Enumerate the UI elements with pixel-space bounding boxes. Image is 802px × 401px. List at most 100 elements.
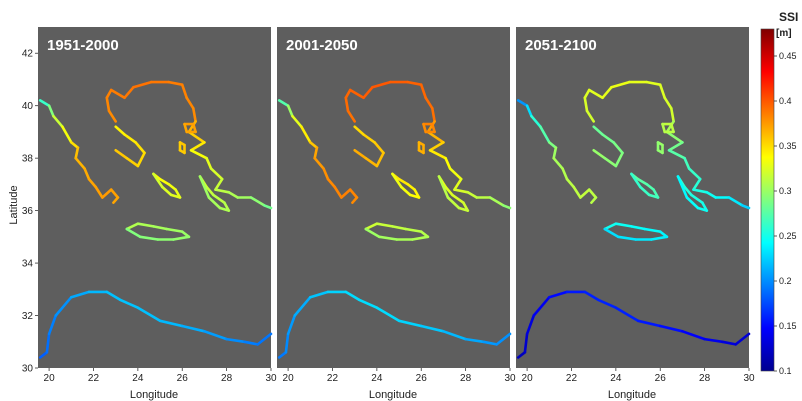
crete-island-segment xyxy=(165,227,184,233)
north-aegean-coast-segment xyxy=(430,107,436,123)
colorbar-title: SSI xyxy=(779,10,798,24)
anatolia-aegean-coast-segment xyxy=(501,204,512,210)
north-aegean-coast-segment xyxy=(346,109,357,123)
north-aegean-coast-segment xyxy=(132,80,153,89)
cyclades-islands-segment xyxy=(397,177,410,186)
north-africa-coast-segment xyxy=(583,290,600,302)
cyclades-islands-segment xyxy=(636,177,649,186)
north-aegean-coast-segment xyxy=(587,88,604,100)
dodecanese-islands-segment xyxy=(444,185,454,197)
balkan-west-coast-segment xyxy=(539,125,551,144)
north-africa-coast-segment xyxy=(614,306,640,323)
balkan-west-coast-segment xyxy=(313,146,319,160)
balkan-west-coast-segment xyxy=(112,196,120,204)
y-tick-label: 32 xyxy=(22,311,34,322)
attica-euboea-coast-segment xyxy=(125,156,140,168)
panel-3-title: 2051-2100 xyxy=(525,37,597,54)
north-aegean-coast-segment xyxy=(105,96,111,113)
attica-euboea-coast-segment xyxy=(353,125,365,136)
crete-island-segment xyxy=(404,227,423,233)
crete-island-segment xyxy=(630,225,647,231)
balkan-west-coast-segment xyxy=(70,141,80,149)
dodecanese-islands-segment xyxy=(446,196,461,210)
north-africa-coast-segment xyxy=(225,337,246,344)
colorbar: SSI [m] 0.1 0.15 0.2 0.25 0.3 0.35 0.4 0.45 xyxy=(760,10,798,376)
north-aegean-coast-segment xyxy=(123,86,135,100)
lesvos-island-segment xyxy=(183,122,188,134)
north-aegean-coast-segment xyxy=(167,80,184,86)
north-aegean-coast-segment xyxy=(185,96,195,110)
attica-euboea-coast-segment xyxy=(603,156,618,168)
x-tick-label: 24 xyxy=(610,373,622,384)
attica-euboea-coast-segment xyxy=(592,125,604,136)
x-tick-label: 30 xyxy=(743,373,755,384)
balkan-west-coast-segment xyxy=(525,104,533,118)
north-aegean-coast-segment xyxy=(180,83,188,100)
north-aegean-coast-segment xyxy=(583,88,591,100)
dodecanese-islands-segment xyxy=(683,185,693,197)
crete-island-segment xyxy=(603,222,618,231)
anatolia-aegean-coast-segment xyxy=(262,204,273,210)
cyclades-islands-segment xyxy=(161,185,173,197)
attica-euboea-coast-segment xyxy=(373,141,385,155)
anatolia-aegean-coast-segment xyxy=(667,141,684,152)
panel-1-x-axis-label: Longitude xyxy=(130,389,178,401)
anatolia-aegean-coast-segment xyxy=(426,130,445,144)
attica-euboea-coast-segment xyxy=(134,141,146,155)
north-africa-coast-segment xyxy=(277,350,288,359)
north-africa-coast-segment xyxy=(547,290,569,299)
attica-euboea-coast-segment xyxy=(592,149,607,160)
anatolia-aegean-coast-segment xyxy=(214,188,231,194)
north-africa-coast-segment xyxy=(703,337,724,344)
north-africa-coast-segment xyxy=(344,290,361,302)
crete-island-segment xyxy=(364,227,381,239)
balkan-west-coast-segment xyxy=(74,146,80,160)
x-tick-label: 26 xyxy=(416,373,428,384)
north-africa-coast-segment xyxy=(516,350,527,359)
panel-2-background xyxy=(277,27,510,368)
anatolia-aegean-coast-segment xyxy=(665,120,675,134)
north-aegean-coast-segment xyxy=(109,88,126,100)
colorbar-tick-label: 0.35 xyxy=(779,141,797,151)
anatolia-aegean-coast-segment xyxy=(740,204,751,210)
colorbar-tick-label: 0.15 xyxy=(779,321,797,331)
north-africa-coast-segment xyxy=(397,319,423,328)
crete-island-segment xyxy=(125,222,140,231)
anatolia-aegean-coast-segment xyxy=(187,130,206,144)
north-aegean-coast-segment xyxy=(601,86,613,100)
x-tick-label: 30 xyxy=(265,373,277,384)
balkan-west-coast-segment xyxy=(547,141,558,149)
lesvos-island-segment xyxy=(661,122,667,134)
north-africa-coast-segment xyxy=(47,314,58,336)
attica-euboea-coast-segment xyxy=(362,133,376,144)
panel-1: 20 22 24 26 28 30 30 32 34 36 38 40 42 1951-2000 Lo… xyxy=(22,27,277,401)
north-africa-coast-segment xyxy=(419,324,445,333)
north-africa-coast-segment xyxy=(38,350,49,359)
attica-euboea-coast-segment xyxy=(136,151,146,168)
x-tick-label: 26 xyxy=(655,373,667,384)
anatolia-aegean-coast-segment xyxy=(205,156,213,170)
anatolia-aegean-coast-segment xyxy=(692,177,702,191)
panel-1-background xyxy=(38,27,271,368)
balkan-west-coast-segment xyxy=(313,156,325,170)
crete-island-segment xyxy=(375,222,394,228)
balkan-west-coast-segment xyxy=(87,177,97,189)
north-aegean-coast-segment xyxy=(344,96,350,113)
balkan-west-coast-segment xyxy=(83,167,91,181)
dodecanese-islands-segment xyxy=(676,175,689,199)
anatolia-aegean-coast-segment xyxy=(683,156,691,170)
north-aegean-coast-segment xyxy=(658,83,667,100)
north-africa-coast-segment xyxy=(286,314,297,336)
x-tick-label: 24 xyxy=(132,373,144,384)
north-africa-coast-segment xyxy=(118,298,140,310)
anatolia-aegean-coast-segment xyxy=(667,149,686,160)
anatolia-aegean-coast-segment xyxy=(214,177,224,191)
cyclades-islands-segment xyxy=(645,183,655,191)
x-tick-label: 22 xyxy=(327,373,339,384)
north-africa-coast-segment xyxy=(523,332,529,354)
crete-island-segment xyxy=(136,222,155,228)
cyclades-islands-segment xyxy=(152,172,164,189)
north-aegean-coast-segment xyxy=(348,88,365,100)
colorbar-tick-label: 0.4 xyxy=(779,96,792,106)
